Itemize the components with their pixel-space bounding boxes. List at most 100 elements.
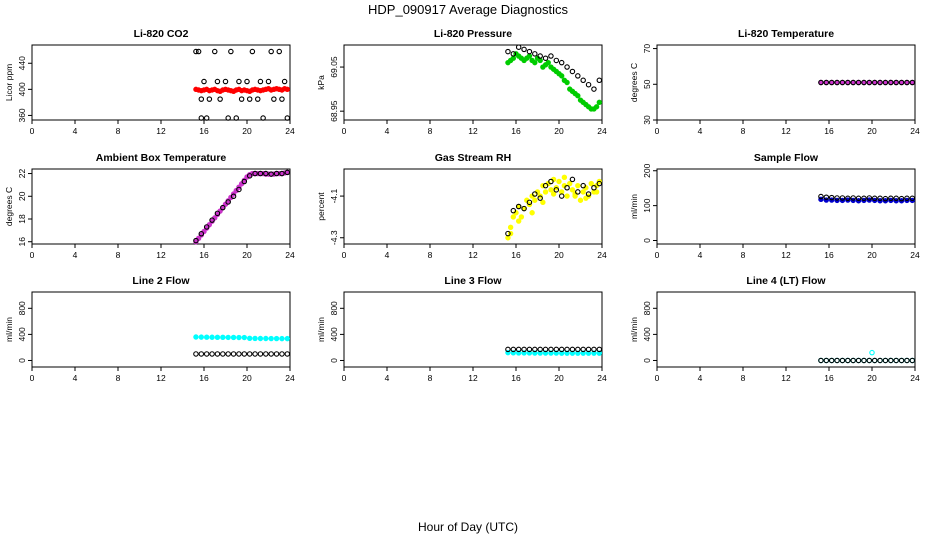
x-tick-label: 12 — [781, 250, 791, 260]
data-point — [521, 46, 527, 53]
x-tick-label: 20 — [867, 250, 877, 260]
series-1 — [818, 196, 916, 204]
data-point — [866, 195, 873, 201]
data-point — [871, 357, 878, 364]
data-point — [241, 178, 248, 185]
plot-frame — [343, 291, 603, 368]
x-tick-label: 24 — [597, 250, 607, 260]
data-point — [585, 191, 592, 197]
data-point — [214, 210, 221, 217]
data-point — [580, 77, 586, 84]
data-point — [877, 357, 883, 364]
x-tick-label: 20 — [867, 373, 877, 383]
x-tick-label: 4 — [385, 126, 390, 136]
data-point — [206, 96, 213, 102]
data-point — [593, 189, 600, 195]
data-point — [236, 186, 242, 193]
data-point — [828, 194, 835, 201]
x-tick-label: 8 — [116, 373, 121, 383]
x-tick-label: 24 — [910, 373, 920, 383]
data-point — [212, 48, 218, 55]
panel-title: Li-820 Pressure — [434, 28, 512, 40]
data-point — [515, 346, 522, 353]
data-point — [866, 79, 873, 86]
data-point — [556, 178, 562, 185]
data-point — [260, 115, 266, 121]
series-2 — [193, 351, 291, 357]
x-tick-label: 8 — [116, 250, 121, 260]
data-point — [236, 334, 242, 341]
data-point — [577, 197, 584, 203]
data-point — [249, 48, 256, 55]
data-point — [526, 346, 533, 353]
data-point — [823, 357, 830, 364]
x-tick-label: 0 — [342, 126, 347, 136]
y-tick-label: 360 — [17, 108, 27, 122]
x-tick-label: 20 — [867, 126, 877, 136]
data-point — [515, 218, 522, 224]
y-axis-label: ml/min — [316, 317, 326, 342]
data-point — [898, 195, 905, 202]
x-tick-label: 16 — [199, 373, 209, 383]
panel-title: Sample Flow — [754, 152, 819, 164]
data-point — [241, 351, 248, 357]
data-point — [553, 187, 560, 193]
data-point — [909, 79, 916, 86]
data-point — [569, 346, 576, 353]
data-point — [596, 180, 603, 187]
x-tick-label: 20 — [242, 126, 252, 136]
y-tick-label: -4.1 — [329, 188, 339, 203]
data-point — [273, 335, 280, 342]
x-tick-label: 16 — [824, 250, 834, 260]
data-point — [233, 115, 240, 121]
x-tick-label: 0 — [655, 126, 660, 136]
data-point — [839, 357, 846, 364]
data-point — [564, 185, 570, 191]
data-point — [553, 350, 560, 356]
data-point — [203, 224, 210, 230]
plot-frame — [31, 44, 291, 121]
data-point — [550, 191, 557, 197]
data-point — [193, 351, 199, 357]
data-point — [904, 357, 910, 364]
y-axis-label: degrees C — [4, 187, 14, 226]
data-point — [279, 335, 285, 342]
data-point — [510, 207, 517, 214]
series-1 — [193, 85, 291, 95]
x-tick-label: 8 — [428, 126, 433, 136]
data-point — [542, 182, 549, 189]
data-point — [553, 57, 560, 64]
y-tick-label: 0 — [642, 238, 652, 243]
data-point — [564, 193, 570, 199]
y-tick-label: -4.3 — [329, 230, 339, 245]
data-point — [263, 335, 269, 342]
y-axis-label: ml/min — [4, 317, 14, 342]
data-point — [532, 51, 538, 57]
data-point — [542, 346, 549, 353]
data-point — [507, 224, 514, 231]
data-point — [252, 170, 258, 177]
x-tick-label: 24 — [597, 126, 607, 136]
data-point — [593, 104, 600, 110]
data-point — [877, 195, 883, 202]
data-point — [273, 170, 280, 177]
data-point — [909, 195, 916, 202]
data-point — [834, 357, 840, 364]
x-tick-label: 4 — [385, 373, 390, 383]
data-point — [238, 96, 245, 102]
panel-6: Sample Flow 0 4 8 12 16 20 24 0 100 200 ml/min — [629, 152, 920, 260]
data-point — [855, 79, 862, 86]
data-point — [585, 346, 592, 353]
data-point — [850, 79, 856, 86]
data-point — [198, 96, 205, 102]
data-point — [537, 195, 543, 201]
data-point — [596, 350, 603, 356]
data-point — [845, 357, 851, 364]
data-point — [861, 195, 867, 202]
data-point — [575, 93, 581, 99]
data-point — [828, 79, 835, 86]
x-tick-label: 20 — [554, 250, 564, 260]
data-point — [526, 53, 533, 59]
data-point — [281, 78, 288, 85]
data-point — [888, 79, 894, 86]
